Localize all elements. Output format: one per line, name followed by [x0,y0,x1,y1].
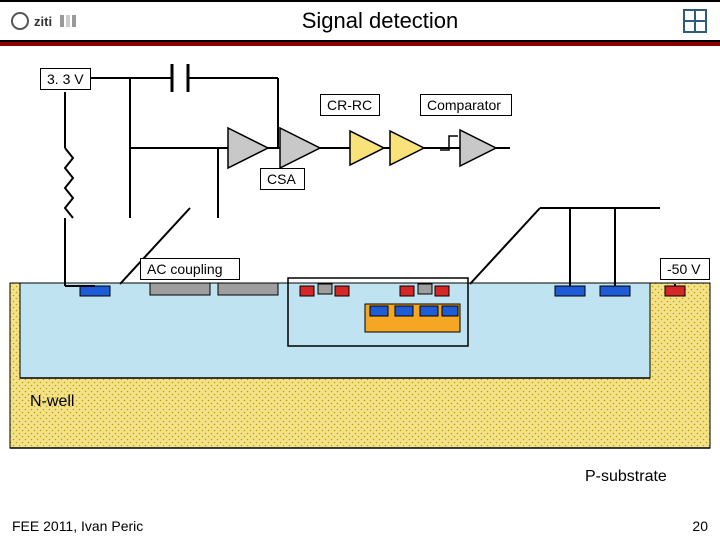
crrc-label: CR-RC [320,94,380,116]
page-number: 20 [692,518,708,534]
hv-label: -50 V [660,258,710,280]
institute-logo-icon [682,8,708,34]
psubstrate-label: P-substrate [585,468,667,486]
nwell-label: N-well [30,393,74,411]
footer-left: FEE 2011, Ivan Peric [12,518,143,534]
footer: FEE 2011, Ivan Peric 20 [12,518,708,534]
page-title: Signal detection [90,8,670,34]
svg-text:ziti: ziti [34,14,52,29]
vdd-label: 3. 3 V [40,68,91,90]
logo-right [670,2,720,40]
comparator-label: Comparator [420,94,512,116]
logo-left: ziti [0,2,90,40]
ac-coupling-label: AC coupling [140,258,240,280]
header-accent [0,42,720,46]
csa-label: CSA [260,168,305,190]
ziti-logo-icon: ziti [10,9,80,33]
header-bar: ziti Signal detection [0,0,720,42]
